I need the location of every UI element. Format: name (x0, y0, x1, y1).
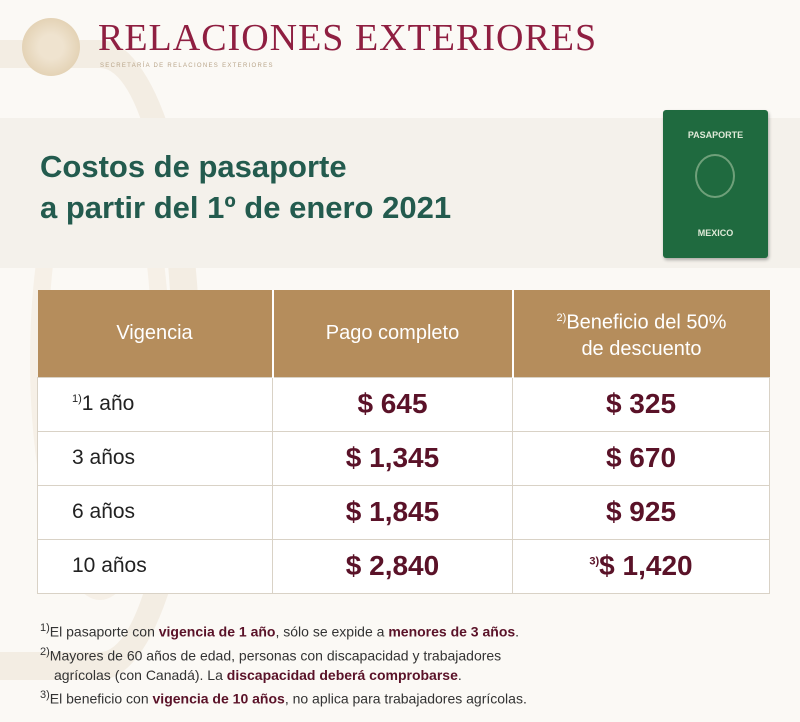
footnote-text: . (515, 623, 520, 640)
descuento-value: $ 670 (605, 442, 677, 473)
cell-pago-completo: $ 1,845 (272, 484, 513, 540)
footnote-text: discapacidad deberá comprobarse (226, 667, 458, 684)
cell-descuento: $ 325 (512, 376, 770, 432)
title-line-1: Costos de pasaporte (40, 149, 347, 184)
footnote-text: Mayores de 60 años de edad, personas con… (49, 647, 502, 664)
footnote: agrícolas (con Canadá). La discapacidad … (40, 665, 770, 685)
coat-of-arms-seal-icon (22, 18, 80, 76)
cost-table: Vigencia Pago completo 2)Beneficio del 5… (37, 290, 770, 594)
cell-vigencia: 6 años (37, 484, 273, 540)
passport-emblem-icon (695, 154, 735, 198)
cell-pago-completo: $ 1,345 (272, 430, 513, 486)
passport-image: PASAPORTE MEXICO (663, 110, 768, 258)
vigencia-value: 3 años (72, 446, 136, 469)
footnote-mark: 2) (556, 311, 567, 324)
footnote: 1)El pasaporte con vigencia de 1 año, só… (40, 618, 770, 642)
footnote-text: El beneficio con (49, 690, 153, 707)
footnote-text: El pasaporte con (49, 623, 159, 640)
footnote: 3)El beneficio con vigencia de 10 años, … (40, 685, 770, 709)
cell-descuento: 3)$ 1,420 (512, 538, 770, 594)
cell-pago-completo: $ 645 (272, 376, 513, 432)
footnote-text: , no aplica para trabajadores agrícolas. (284, 690, 527, 707)
header-vigencia: Vigencia (37, 290, 274, 377)
vigencia-value: 6 años (72, 500, 136, 523)
table-row: 1)1 año $ 645 $ 325 (37, 376, 770, 432)
table-header: Vigencia Pago completo 2)Beneficio del 5… (37, 290, 770, 377)
footnotes: 1)El pasaporte con vigencia de 1 año, só… (40, 618, 770, 709)
footnote-text: . (457, 667, 462, 684)
footnote-text: vigencia de 1 año (158, 623, 276, 640)
header-descuento: 2)Beneficio del 50% de descuento (512, 290, 770, 377)
footnote: 2)Mayores de 60 años de edad, personas c… (40, 642, 770, 666)
table-row: 6 años $ 1,845 $ 925 (37, 484, 770, 540)
footnote-mark: 3) (589, 555, 600, 568)
header-label: de descuento (581, 337, 702, 360)
header-label: Beneficio del 50% (566, 311, 727, 334)
title-line-2: a partir del 1º de enero 2021 (40, 190, 452, 225)
table-row: 3 años $ 1,345 $ 670 (37, 430, 770, 486)
descuento-value: $ 925 (605, 496, 677, 527)
footnote-mark: 1) (72, 393, 82, 405)
cell-pago-completo: $ 2,840 (272, 538, 513, 594)
footnote-mark: 3) (40, 689, 50, 702)
footnote-text: agrícolas (con Canadá). La (54, 667, 227, 684)
header-label: Pago completo (325, 322, 460, 345)
cell-vigencia: 1)1 año (37, 376, 273, 432)
footnote-mark: 2) (40, 645, 50, 658)
footnote-text: vigencia de 10 años (152, 690, 285, 707)
brand-subtitle: SECRETARÍA DE RELACIONES EXTERIORES (100, 63, 274, 69)
passport-country: MEXICO (697, 228, 734, 238)
cell-descuento: $ 925 (512, 484, 770, 540)
cell-vigencia: 3 años (37, 430, 273, 486)
brand-title: RELACIONES EXTERIORES (98, 17, 598, 59)
vigencia-value: 1 año (81, 392, 135, 415)
footnote-mark: 1) (40, 622, 50, 634)
table-row: 10 años $ 2,840 3)$ 1,420 (37, 538, 770, 594)
header-label: Vigencia (116, 322, 193, 345)
header-pago-completo: Pago completo (272, 290, 514, 377)
passport-label: PASAPORTE (687, 130, 744, 140)
cell-vigencia: 10 años (37, 538, 273, 594)
vigencia-value: 10 años (72, 554, 147, 577)
footnote-text: menores de 3 años (388, 623, 516, 640)
footnote-text: , sólo se expide a (275, 623, 389, 640)
page-title: Costos de pasaporte a partir del 1º de e… (40, 146, 640, 228)
cell-descuento: $ 670 (512, 430, 770, 486)
descuento-value: $ 325 (605, 388, 677, 419)
descuento-value: $ 1,420 (599, 550, 693, 581)
